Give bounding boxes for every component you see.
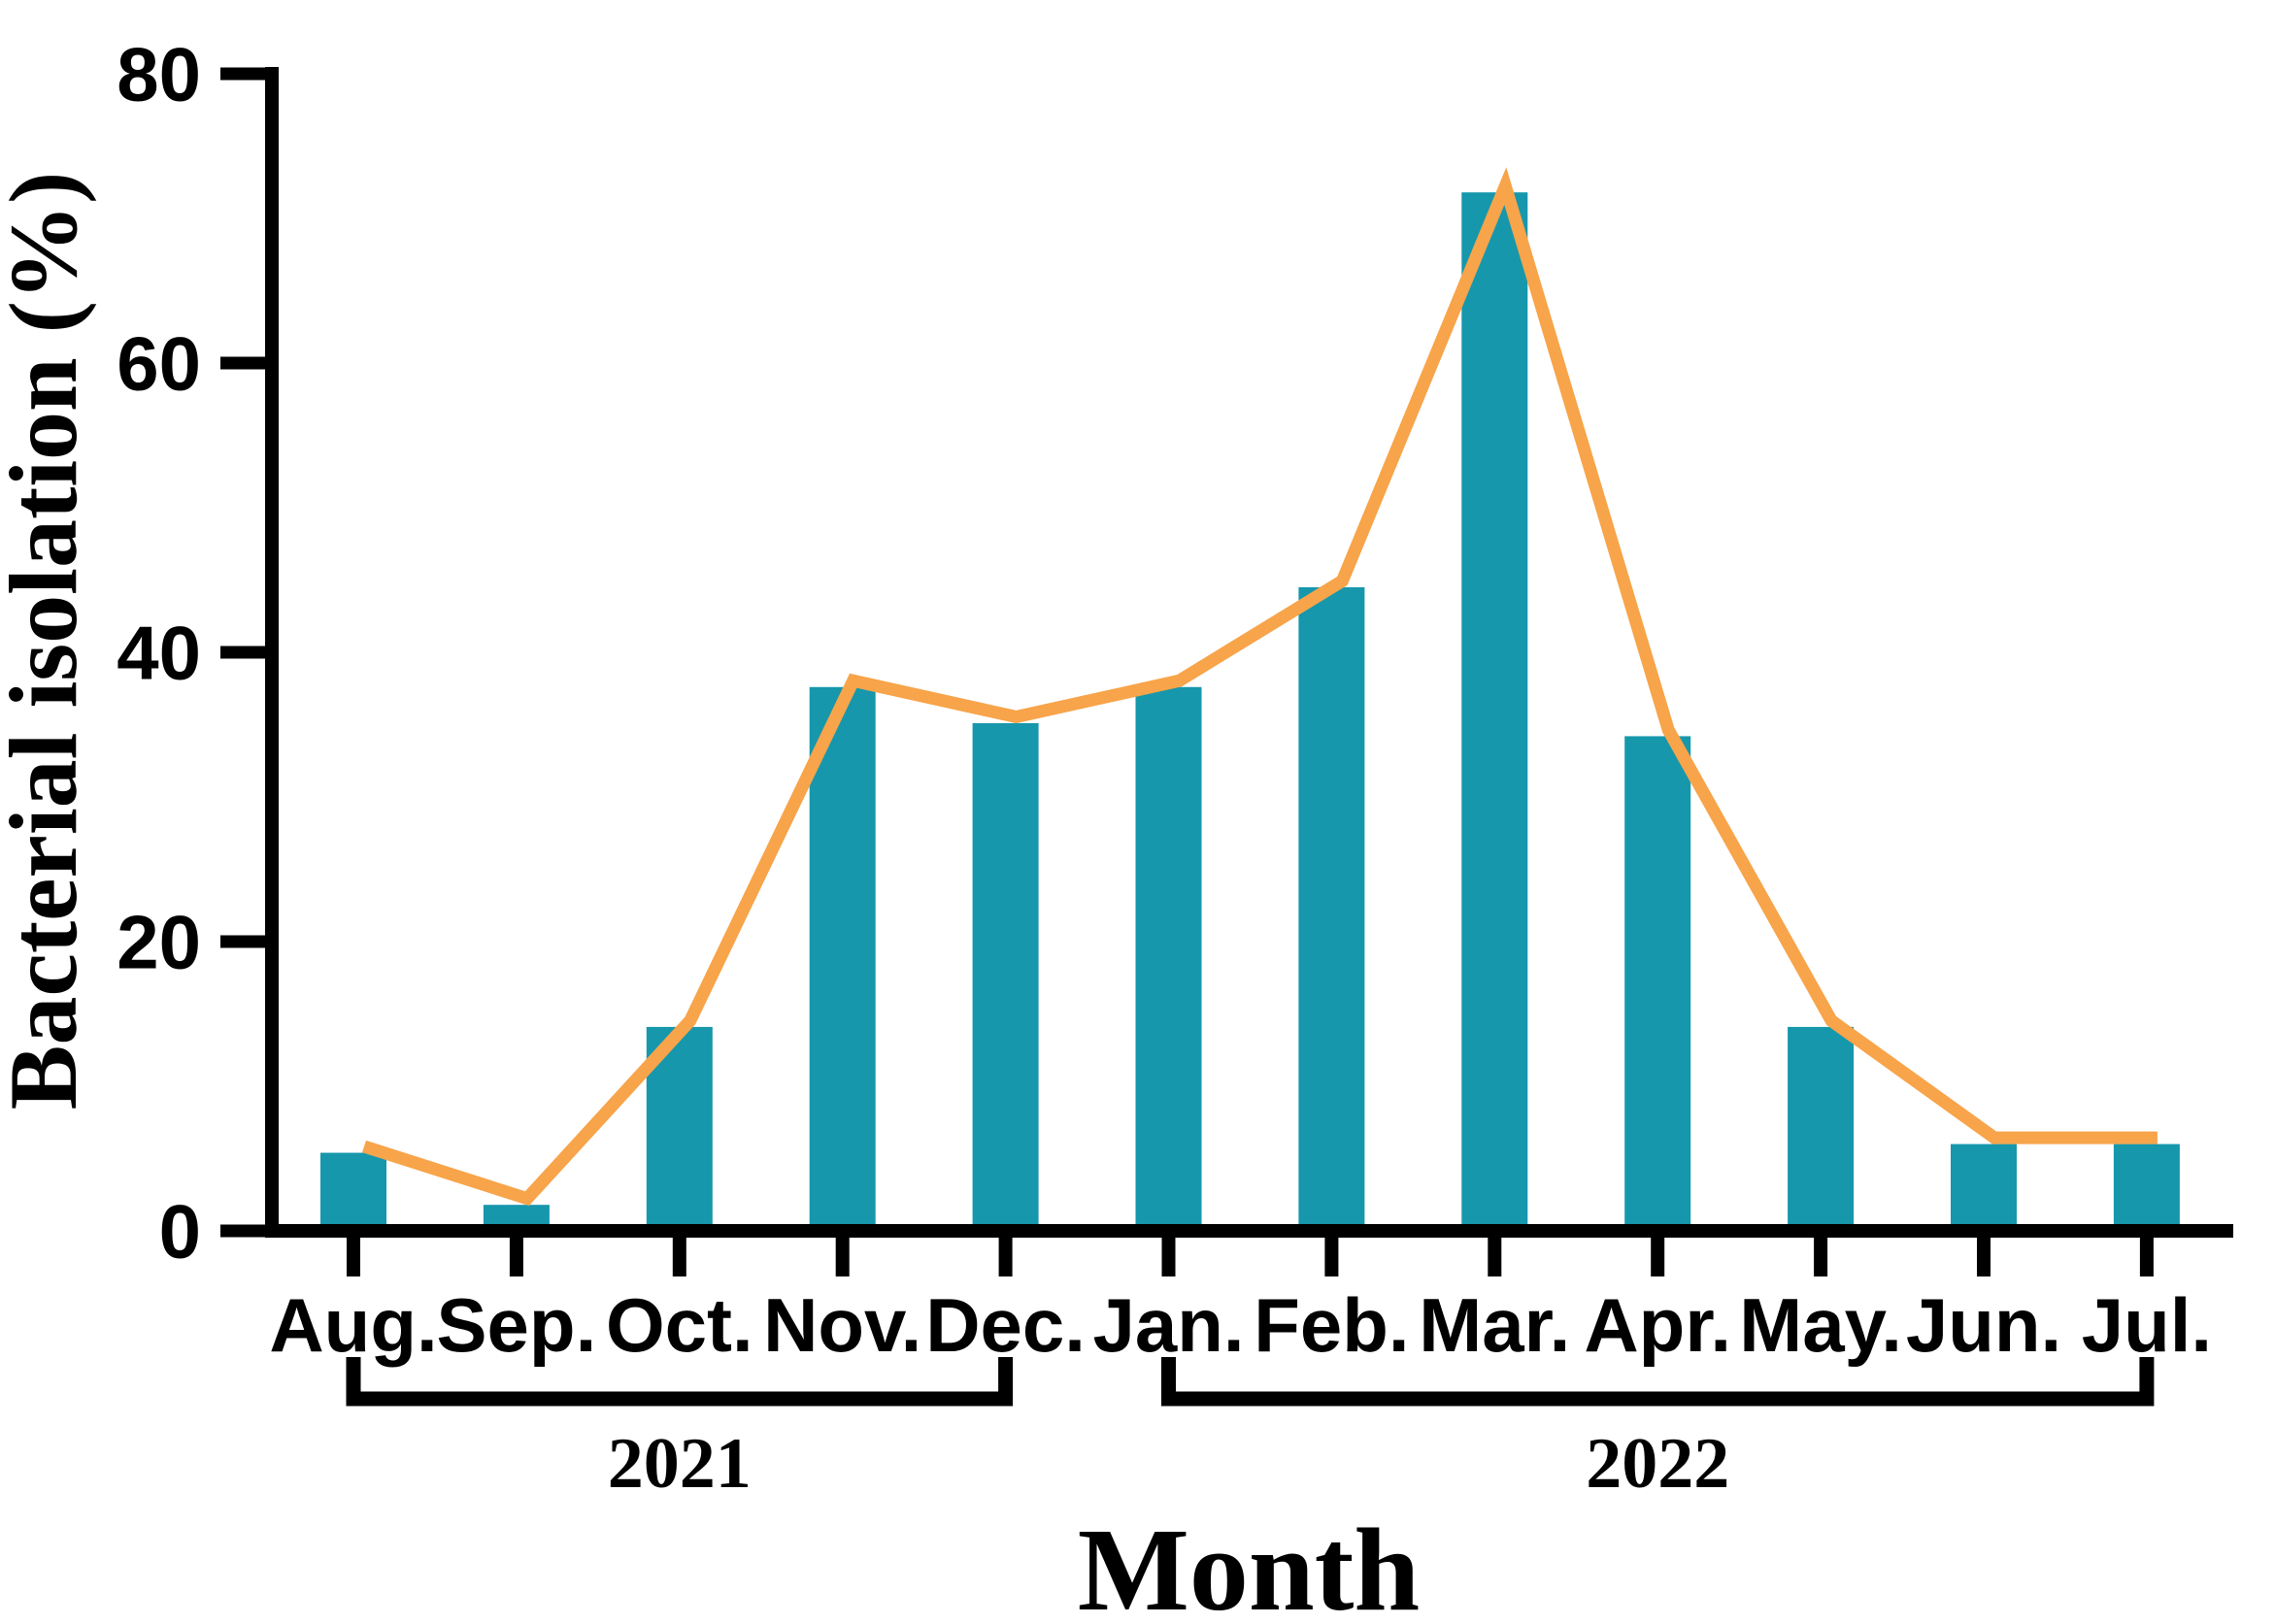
month-label-sep: Sep. — [437, 1282, 597, 1368]
y-axis-title: Bacterial isolation (%) — [0, 172, 97, 1110]
month-label-jun: Jun. — [1906, 1282, 2061, 1368]
x-axis-ticks: Aug.Sep. Oct. Nov. Dec. Jan. Feb. Mar. Apr. May.… — [269, 1238, 2212, 1368]
bar-series — [320, 192, 2180, 1232]
y-tick-label-0: 0 — [159, 1188, 201, 1274]
month-label-dec: Dec. — [925, 1282, 1086, 1368]
month-label-apr: Apr. — [1584, 1282, 1731, 1368]
month-label-feb: Feb. — [1254, 1282, 1409, 1368]
month-label-jan: Jan. — [1092, 1282, 1244, 1368]
year-label-2021: 2021 — [608, 1424, 752, 1504]
month-label-aug: Aug. — [269, 1282, 437, 1368]
month-label-jul: Jul. — [2082, 1282, 2212, 1368]
trend-line — [362, 167, 2158, 1207]
y-tick-label-40: 40 — [117, 610, 201, 695]
bar-apr — [1624, 736, 1691, 1231]
month-label-oct: Oct. — [606, 1282, 753, 1368]
bracket-2021 — [346, 1357, 1014, 1407]
bar-jan — [1135, 686, 1202, 1231]
bar-feb — [1298, 586, 1365, 1231]
month-label-mar: Mar. — [1419, 1282, 1570, 1368]
bar-may — [1788, 1026, 1855, 1231]
y-tick-label-20: 20 — [117, 899, 201, 984]
month-label-may: May. — [1739, 1282, 1902, 1368]
bar-dec — [972, 723, 1039, 1231]
bar-jun — [1951, 1143, 2017, 1231]
bar-jul — [2113, 1143, 2180, 1231]
bracket-2022 — [1161, 1357, 2155, 1407]
bar-nov — [809, 686, 876, 1231]
bar-aug — [320, 1152, 386, 1231]
bar-mar — [1461, 192, 1528, 1232]
y-axis-ticks: 0 20 40 60 80 — [117, 31, 265, 1274]
month-label-nov: Nov. — [763, 1282, 921, 1368]
y-tick-label-60: 60 — [117, 320, 201, 406]
x-axis-title: Month — [1078, 1505, 1420, 1624]
year-label-2022: 2022 — [1586, 1424, 1729, 1504]
y-tick-label-80: 80 — [117, 31, 201, 116]
year-brackets: 2021 2022 — [346, 1357, 2155, 1504]
